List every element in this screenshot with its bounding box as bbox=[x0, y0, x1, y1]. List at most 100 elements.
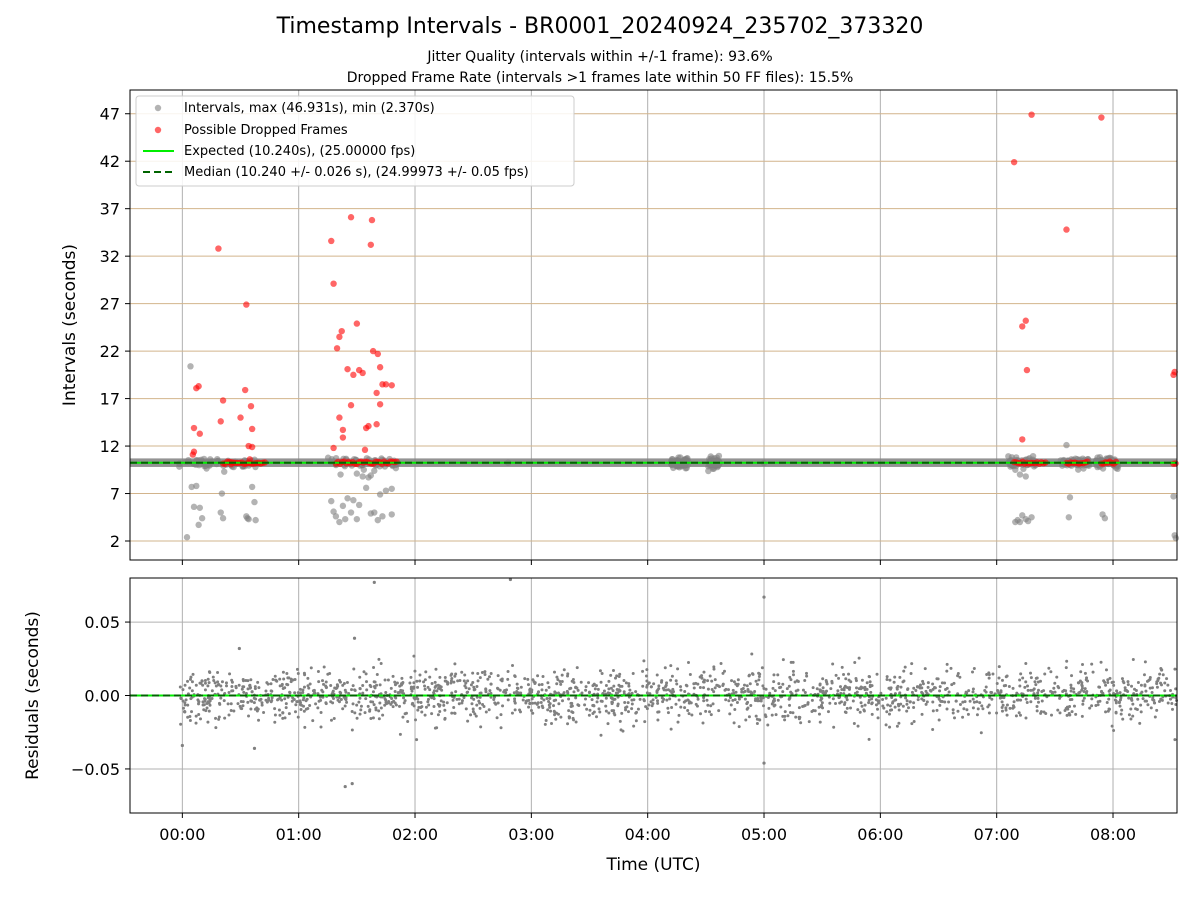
residual-point bbox=[452, 695, 456, 699]
residual-point bbox=[976, 707, 980, 711]
residual-point bbox=[317, 680, 321, 684]
residual-point bbox=[260, 703, 264, 707]
residual-point bbox=[339, 698, 343, 702]
residual-point bbox=[278, 677, 282, 681]
dropped-frame-point bbox=[1063, 226, 1070, 233]
residual-point bbox=[179, 696, 183, 700]
residual-point bbox=[661, 700, 665, 704]
interval-point bbox=[344, 495, 351, 502]
residual-point bbox=[452, 680, 456, 684]
residual-point bbox=[1098, 699, 1102, 703]
residual-point bbox=[476, 672, 480, 676]
residual-point bbox=[314, 702, 318, 706]
residual-point bbox=[1053, 681, 1057, 685]
residual-point bbox=[595, 700, 599, 704]
interval-point bbox=[1101, 515, 1109, 522]
residual-point bbox=[1114, 710, 1118, 714]
residual-point bbox=[594, 715, 598, 719]
dropped-frame-point bbox=[237, 414, 244, 421]
residual-point bbox=[1082, 689, 1086, 693]
residual-point bbox=[1043, 672, 1047, 676]
residual-point bbox=[1081, 702, 1085, 706]
residual-point bbox=[870, 702, 874, 706]
residual-point bbox=[403, 699, 407, 703]
residual-point bbox=[247, 714, 251, 718]
residual-point bbox=[231, 689, 235, 693]
residual-point bbox=[657, 710, 661, 714]
residual-point bbox=[669, 678, 673, 682]
residual-point bbox=[352, 636, 357, 640]
residual-point bbox=[511, 663, 515, 667]
residual-point bbox=[661, 686, 665, 690]
residual-point bbox=[452, 706, 456, 710]
residual-point bbox=[849, 706, 853, 710]
dropped-frame-point bbox=[350, 371, 357, 379]
residual-point bbox=[365, 688, 369, 692]
residual-point bbox=[843, 684, 847, 688]
residual-point bbox=[924, 689, 928, 693]
residual-point bbox=[355, 716, 359, 720]
residual-point bbox=[613, 713, 617, 717]
chart-subtitle-dropped: Dropped Frame Rate (intervals >1 frames … bbox=[346, 70, 854, 86]
residual-point bbox=[863, 688, 867, 692]
dropped-frame-point bbox=[376, 364, 384, 371]
residual-point bbox=[1112, 683, 1116, 687]
residual-point bbox=[704, 709, 708, 713]
residual-point bbox=[881, 704, 885, 708]
residual-point bbox=[299, 691, 303, 695]
residual-point bbox=[1025, 700, 1029, 704]
residual-point bbox=[856, 724, 860, 728]
residual-point bbox=[821, 677, 825, 681]
residual-point bbox=[1108, 688, 1112, 692]
interval-point bbox=[252, 516, 259, 524]
residual-point bbox=[239, 699, 243, 703]
dropped-frame-point bbox=[1023, 366, 1031, 374]
residual-point bbox=[590, 698, 594, 702]
residual-point bbox=[995, 711, 999, 715]
residual-point bbox=[1032, 687, 1036, 691]
residual-point bbox=[489, 672, 493, 676]
residual-point bbox=[766, 723, 770, 727]
residual-point bbox=[888, 678, 892, 682]
residual-point bbox=[971, 687, 975, 691]
residual-point bbox=[706, 679, 710, 683]
residual-point bbox=[847, 672, 851, 676]
residual-point bbox=[206, 684, 210, 688]
residual-point bbox=[1000, 709, 1004, 713]
residual-point bbox=[858, 710, 862, 714]
residual-point bbox=[956, 671, 960, 675]
dropped-frame-point bbox=[1171, 368, 1178, 376]
residual-point bbox=[446, 682, 450, 686]
residual-point bbox=[743, 689, 747, 693]
residual-point bbox=[571, 716, 575, 720]
residual-point bbox=[248, 683, 252, 687]
residual-point bbox=[237, 683, 241, 687]
residual-point bbox=[679, 685, 683, 689]
residual-point bbox=[1017, 711, 1021, 715]
residual-point bbox=[604, 709, 608, 713]
residual-point bbox=[719, 661, 723, 665]
residual-point bbox=[897, 704, 901, 708]
residual-point bbox=[1133, 687, 1137, 691]
residual-point bbox=[241, 677, 245, 681]
residual-point bbox=[676, 720, 680, 724]
residual-point bbox=[803, 678, 807, 682]
residual-point bbox=[764, 715, 768, 719]
residual-point bbox=[230, 684, 234, 688]
bottom-xtick-label: 04:00 bbox=[625, 825, 671, 844]
residual-point bbox=[375, 672, 379, 676]
residual-point bbox=[545, 697, 549, 701]
residual-point bbox=[921, 682, 925, 686]
residual-point bbox=[600, 671, 604, 675]
residual-point bbox=[956, 692, 960, 696]
residual-point bbox=[950, 683, 954, 687]
interval-point bbox=[362, 484, 370, 492]
residual-point bbox=[574, 720, 578, 724]
residual-point bbox=[1104, 683, 1108, 687]
interval-point bbox=[251, 498, 258, 506]
residual-point bbox=[1029, 671, 1033, 675]
residual-point bbox=[1039, 710, 1043, 714]
residual-point bbox=[817, 712, 821, 716]
residual-point bbox=[1055, 675, 1059, 679]
residual-point bbox=[801, 704, 805, 708]
